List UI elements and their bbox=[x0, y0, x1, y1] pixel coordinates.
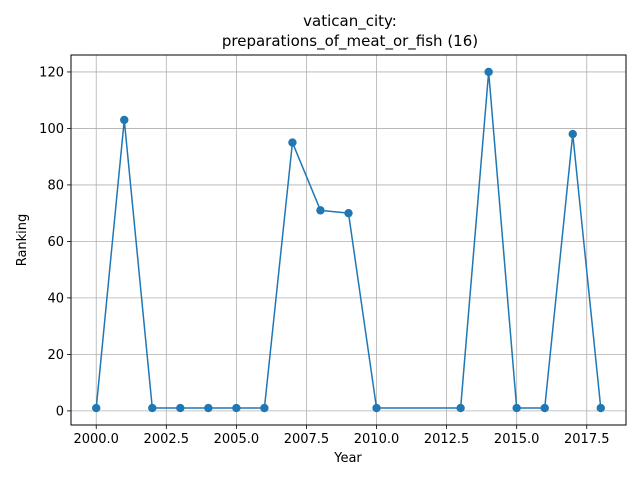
x-tick-label: 2000.0 bbox=[73, 432, 119, 447]
chart-title-line-2: preparations_of_meat_or_fish (16) bbox=[222, 32, 478, 51]
x-tick-label: 2015.0 bbox=[494, 432, 540, 447]
y-tick-label: 100 bbox=[39, 122, 64, 137]
x-tick-label: 2007.5 bbox=[284, 432, 330, 447]
data-point bbox=[92, 403, 101, 413]
data-point bbox=[204, 403, 213, 413]
x-tick-label: 2005.0 bbox=[214, 432, 260, 447]
x-tick-label: 2017.5 bbox=[564, 432, 610, 447]
data-point bbox=[148, 403, 157, 413]
grid-lines bbox=[71, 55, 626, 425]
x-tick-label: 2012.5 bbox=[424, 432, 470, 447]
y-tick-label: 60 bbox=[47, 235, 64, 250]
data-point bbox=[232, 403, 241, 413]
data-point bbox=[120, 115, 129, 125]
y-axis-label: Ranking bbox=[15, 214, 30, 267]
series-ranking bbox=[92, 67, 605, 413]
data-point bbox=[540, 403, 549, 413]
data-point bbox=[344, 208, 353, 218]
x-axis-label: Year bbox=[333, 451, 362, 466]
data-point bbox=[568, 129, 577, 139]
data-point bbox=[596, 403, 605, 413]
plot-area-frame bbox=[70, 54, 627, 426]
data-point bbox=[288, 138, 297, 147]
x-tick-label: 2010.0 bbox=[354, 432, 400, 447]
data-point bbox=[260, 403, 269, 413]
data-point bbox=[484, 67, 493, 77]
data-point bbox=[456, 403, 465, 413]
data-point bbox=[372, 403, 381, 413]
data-point bbox=[512, 403, 521, 413]
y-tick-label: 120 bbox=[39, 65, 64, 80]
y-tick-label: 80 bbox=[47, 178, 64, 193]
data-point bbox=[316, 206, 325, 215]
y-tick-label: 20 bbox=[47, 348, 64, 363]
y-tick-label: 0 bbox=[56, 404, 64, 419]
y-tick-label: 40 bbox=[47, 291, 64, 306]
x-axis-ticks: 2000.0 2002.5 2005.0 2007.5 2010.0 2012.5 2015… bbox=[73, 425, 610, 447]
chart-title-line-1: vatican_city: bbox=[303, 12, 397, 31]
data-point bbox=[176, 403, 185, 413]
y-axis-ticks: 0 20 40 60 80 100 120 bbox=[39, 65, 71, 419]
x-tick-label: 2002.5 bbox=[144, 432, 190, 447]
